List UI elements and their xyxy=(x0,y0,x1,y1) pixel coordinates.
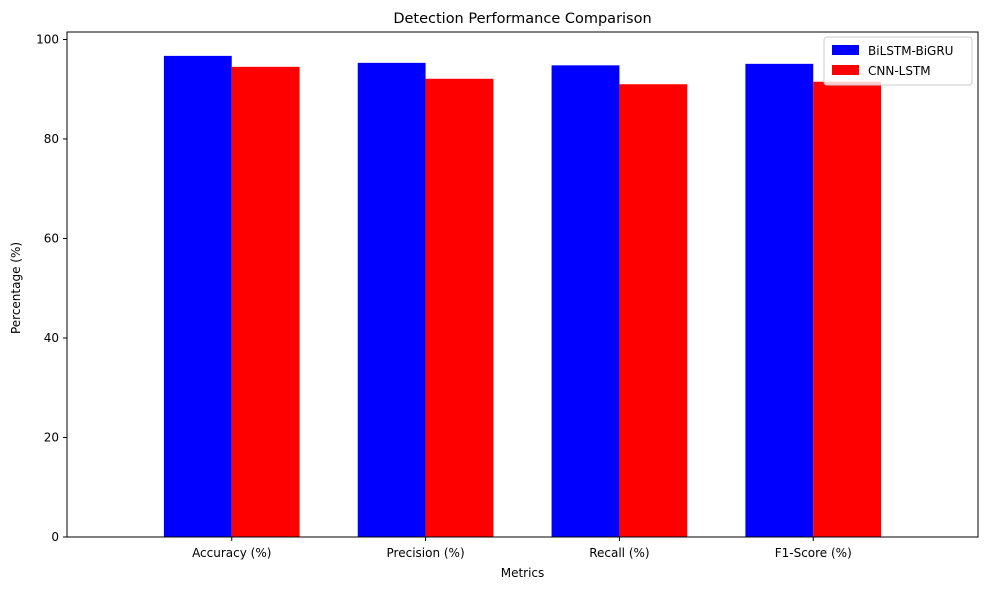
bar-bilstm-bigru-1 xyxy=(357,62,426,537)
bar-cnn-lstm-2 xyxy=(619,84,688,538)
chart-title: Detection Performance Comparison xyxy=(393,11,651,27)
x-tick-label: Recall (%) xyxy=(589,546,649,560)
y-tick-label: 100 xyxy=(36,32,59,46)
bar-cnn-lstm-1 xyxy=(425,78,494,538)
x-tick-label: Precision (%) xyxy=(387,546,465,560)
legend: BiLSTM-BiGRU CNN-LSTM xyxy=(823,36,973,86)
y-tick-label: 60 xyxy=(44,231,59,245)
bar-bilstm-bigru-2 xyxy=(551,65,620,537)
legend-box xyxy=(823,36,973,86)
bar-cnn-lstm-3 xyxy=(813,81,882,537)
x-tick-label: Accuracy (%) xyxy=(192,546,271,560)
x-tick-label: F1-Score (%) xyxy=(775,546,852,560)
y-tick-label: 40 xyxy=(44,331,59,345)
y-tick-label: 80 xyxy=(44,132,59,146)
legend-swatch-bilstm-bigru xyxy=(832,45,859,55)
x-axis-label: Metrics xyxy=(501,566,545,580)
y-axis-label: Percentage (%) xyxy=(9,242,23,334)
y-tick-label: 20 xyxy=(44,430,59,444)
axes-frame xyxy=(66,31,979,538)
legend-swatch-cnn-lstm xyxy=(832,65,859,75)
y-tick-label: 0 xyxy=(51,530,59,544)
bar-bilstm-bigru-3 xyxy=(745,63,814,538)
legend-label-cnn-lstm: CNN-LSTM xyxy=(868,64,931,78)
x-axis-ticks: Accuracy (%) Precision (%) Recall (%) F1-Sc… xyxy=(192,537,852,560)
bar-bilstm-bigru-0 xyxy=(163,55,232,537)
bars-group xyxy=(163,55,882,538)
y-axis-ticks: 0 20 40 60 80 100 xyxy=(36,32,67,544)
axes-group xyxy=(66,31,979,538)
legend-label-bilstm-bigru: BiLSTM-BiGRU xyxy=(868,44,953,58)
bar-cnn-lstm-0 xyxy=(231,66,300,537)
